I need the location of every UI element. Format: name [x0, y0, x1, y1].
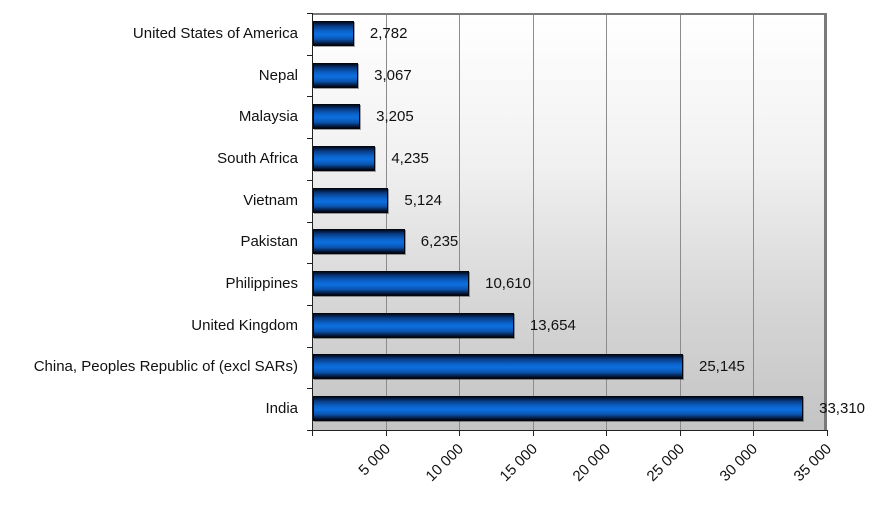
value-label: 3,067	[374, 66, 412, 84]
gridline	[606, 15, 608, 430]
y-tick	[307, 179, 312, 181]
gridline	[385, 15, 387, 430]
bar	[313, 271, 470, 297]
y-tick	[307, 96, 312, 98]
x-tick	[459, 430, 461, 436]
category-label: Malaysia	[238, 108, 298, 126]
category-label: Nepal	[258, 66, 298, 84]
x-tick	[385, 430, 387, 436]
bar	[313, 312, 514, 338]
x-tick	[312, 430, 313, 436]
x-tick-label: 30 000	[716, 440, 762, 485]
value-label: 13,654	[529, 316, 576, 334]
x-tick	[827, 430, 828, 436]
x-tick-label: 5 000	[355, 440, 394, 480]
y-axis	[312, 13, 313, 431]
y-tick	[307, 263, 312, 265]
bar	[313, 187, 389, 213]
value-label: 10,610	[485, 275, 531, 293]
gridline	[753, 15, 755, 430]
category-label: Philippines	[225, 275, 298, 293]
gridline	[679, 15, 681, 430]
x-tick-label: 20 000	[569, 440, 615, 485]
gridline	[532, 15, 534, 430]
y-tick	[307, 221, 312, 223]
bar	[313, 62, 359, 88]
category-label: China, Peoples Republic of (excl SARs)	[33, 358, 298, 376]
value-label: 3,205	[376, 108, 414, 126]
x-tick-label: 25 000	[643, 440, 688, 485]
x-tick	[753, 430, 755, 436]
x-tick-label: 35 000	[790, 440, 836, 485]
y-tick	[307, 346, 312, 348]
value-label: 6,235	[420, 233, 459, 251]
y-tick	[307, 13, 312, 14]
category-label: United Kingdom	[191, 316, 298, 334]
category-label: Pakistan	[240, 233, 298, 251]
bar	[313, 229, 405, 255]
x-tick	[606, 430, 608, 436]
y-tick	[307, 304, 312, 306]
value-label: 25,145	[698, 358, 745, 376]
category-label: South Africa	[217, 149, 298, 167]
bar	[313, 396, 804, 422]
y-tick	[307, 388, 312, 390]
value-label: 2,782	[369, 24, 408, 42]
x-tick-label: 10 000	[422, 440, 468, 485]
y-tick	[307, 138, 312, 140]
category-label: United States of America	[132, 24, 298, 42]
x-tick	[679, 430, 681, 436]
y-tick	[307, 430, 312, 431]
value-label: 5,124	[404, 191, 442, 209]
x-tick-label: 15 000	[496, 440, 541, 485]
bar	[313, 20, 354, 46]
y-tick	[307, 54, 312, 56]
x-tick	[532, 430, 534, 436]
bar	[313, 104, 361, 130]
category-label: Vietnam	[243, 191, 298, 209]
value-label: 33,310	[819, 400, 866, 418]
bar	[313, 354, 683, 380]
gridline	[459, 15, 461, 430]
category-label: India	[265, 400, 298, 418]
bar	[313, 145, 376, 171]
x-axis	[312, 430, 828, 431]
value-label: 4,235	[391, 149, 429, 167]
